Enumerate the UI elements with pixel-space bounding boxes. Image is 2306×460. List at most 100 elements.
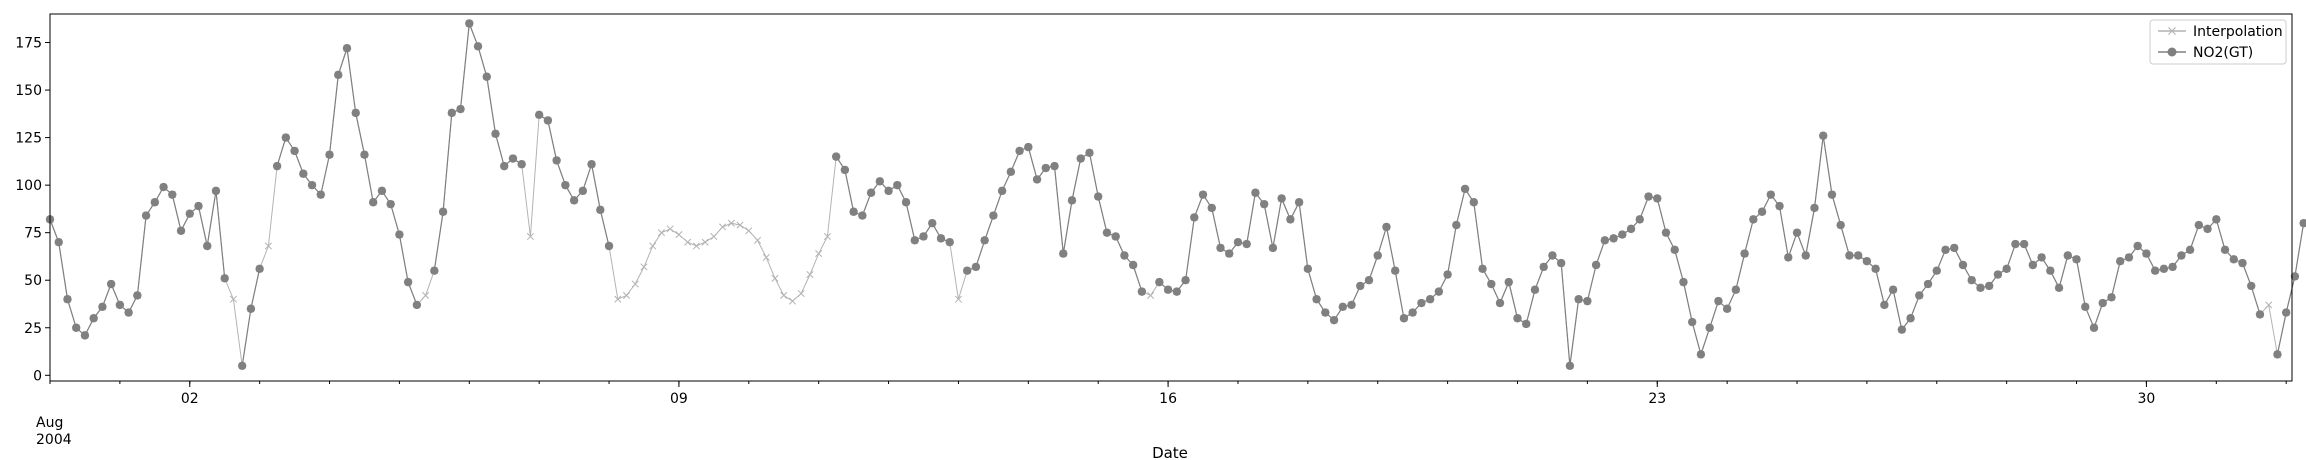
legend-label-interpolation: Interpolation [2193, 24, 2283, 40]
data-point [1286, 215, 1295, 224]
data-point [1574, 295, 1583, 304]
data-point [377, 186, 387, 196]
data-point [780, 291, 788, 299]
data-point [307, 180, 317, 190]
data-point [115, 300, 125, 310]
data-point [1687, 317, 1697, 327]
x-axis-title: Date [1152, 444, 1188, 460]
data-point [2054, 283, 2064, 293]
data-point [1487, 279, 1496, 289]
data-point [919, 232, 928, 241]
data-point [936, 234, 946, 243]
data-point [395, 230, 404, 239]
y-tick-label: 25 [24, 321, 42, 337]
x-tick-label: 16 [1159, 391, 1177, 407]
data-point [1356, 281, 1365, 291]
data-point [491, 129, 500, 138]
data-point [2168, 262, 2177, 272]
data-point [316, 190, 325, 199]
data-point [945, 237, 954, 247]
data-point [1967, 276, 1976, 285]
data-point [150, 198, 160, 207]
legend-circle-marker-icon [2167, 47, 2177, 57]
data-point [500, 161, 509, 171]
data-point [272, 161, 282, 171]
data-point [1294, 198, 1304, 207]
data-point [649, 242, 657, 250]
data-point [1897, 325, 1907, 334]
data-point [1530, 285, 1540, 294]
data-point [2212, 215, 2221, 224]
legend-entry-no2: NO2(GT) [2158, 45, 2253, 61]
data-point [1705, 323, 1714, 332]
data-point [552, 156, 561, 165]
data-point [1268, 243, 1278, 253]
data-point [1050, 161, 1059, 171]
data-point [1085, 148, 1094, 158]
data-point [106, 279, 116, 289]
data-point [124, 308, 133, 317]
data-point [1338, 302, 1347, 312]
data-point [1172, 287, 1182, 296]
data-point [1661, 228, 1671, 237]
data-point [2265, 301, 2273, 309]
data-point [185, 209, 194, 218]
data-point [386, 199, 395, 209]
data-point [1915, 291, 1924, 300]
data-point [1312, 295, 1321, 304]
data-point [1408, 308, 1417, 317]
data-point [465, 19, 474, 28]
data-point [1198, 190, 1208, 199]
data-point [1242, 239, 1251, 249]
data-point [255, 264, 264, 274]
data-point [797, 289, 805, 298]
plot-background [50, 14, 2292, 381]
data-point [962, 266, 972, 275]
data-point [1181, 276, 1190, 285]
data-point [2177, 251, 2186, 260]
data-point [1478, 264, 1487, 274]
data-point [2194, 220, 2204, 230]
x-axis-month-label: Aug [36, 415, 63, 431]
data-point [578, 186, 588, 196]
data-point [1626, 224, 1636, 234]
x-tick-label: 30 [2138, 391, 2156, 407]
data-point [587, 160, 596, 169]
data-point [422, 291, 430, 299]
y-tick-label: 75 [24, 226, 42, 242]
data-point [2229, 255, 2238, 264]
data-point [299, 169, 308, 178]
data-point [1163, 285, 1173, 294]
data-point [1714, 296, 1723, 306]
data-point [342, 44, 352, 53]
data-point [360, 150, 369, 159]
data-point [745, 227, 753, 235]
data-point [2107, 293, 2116, 302]
data-point [1329, 315, 1339, 325]
data-point [1190, 213, 1199, 222]
data-point [666, 225, 674, 233]
data-point [858, 211, 867, 220]
data-point [2081, 302, 2090, 312]
data-point [1417, 298, 1426, 308]
data-point [971, 262, 981, 272]
data-point [1207, 203, 1216, 213]
data-point [1513, 314, 1522, 323]
data-point [2028, 260, 2038, 270]
data-point [1976, 283, 1985, 293]
data-point [1120, 251, 1129, 260]
data-point [997, 186, 1007, 196]
data-point [1539, 262, 1548, 272]
data-point [2063, 251, 2072, 260]
y-tick-label: 175 [15, 36, 42, 52]
data-point [1556, 258, 1566, 268]
data-point [1853, 251, 1863, 260]
data-point [1094, 192, 1103, 201]
data-point [719, 223, 727, 231]
data-point [1364, 276, 1374, 285]
data-point [736, 221, 744, 229]
data-point [1583, 296, 1592, 306]
data-point [884, 186, 893, 196]
data-point [701, 238, 709, 246]
data-point [1670, 245, 1679, 254]
